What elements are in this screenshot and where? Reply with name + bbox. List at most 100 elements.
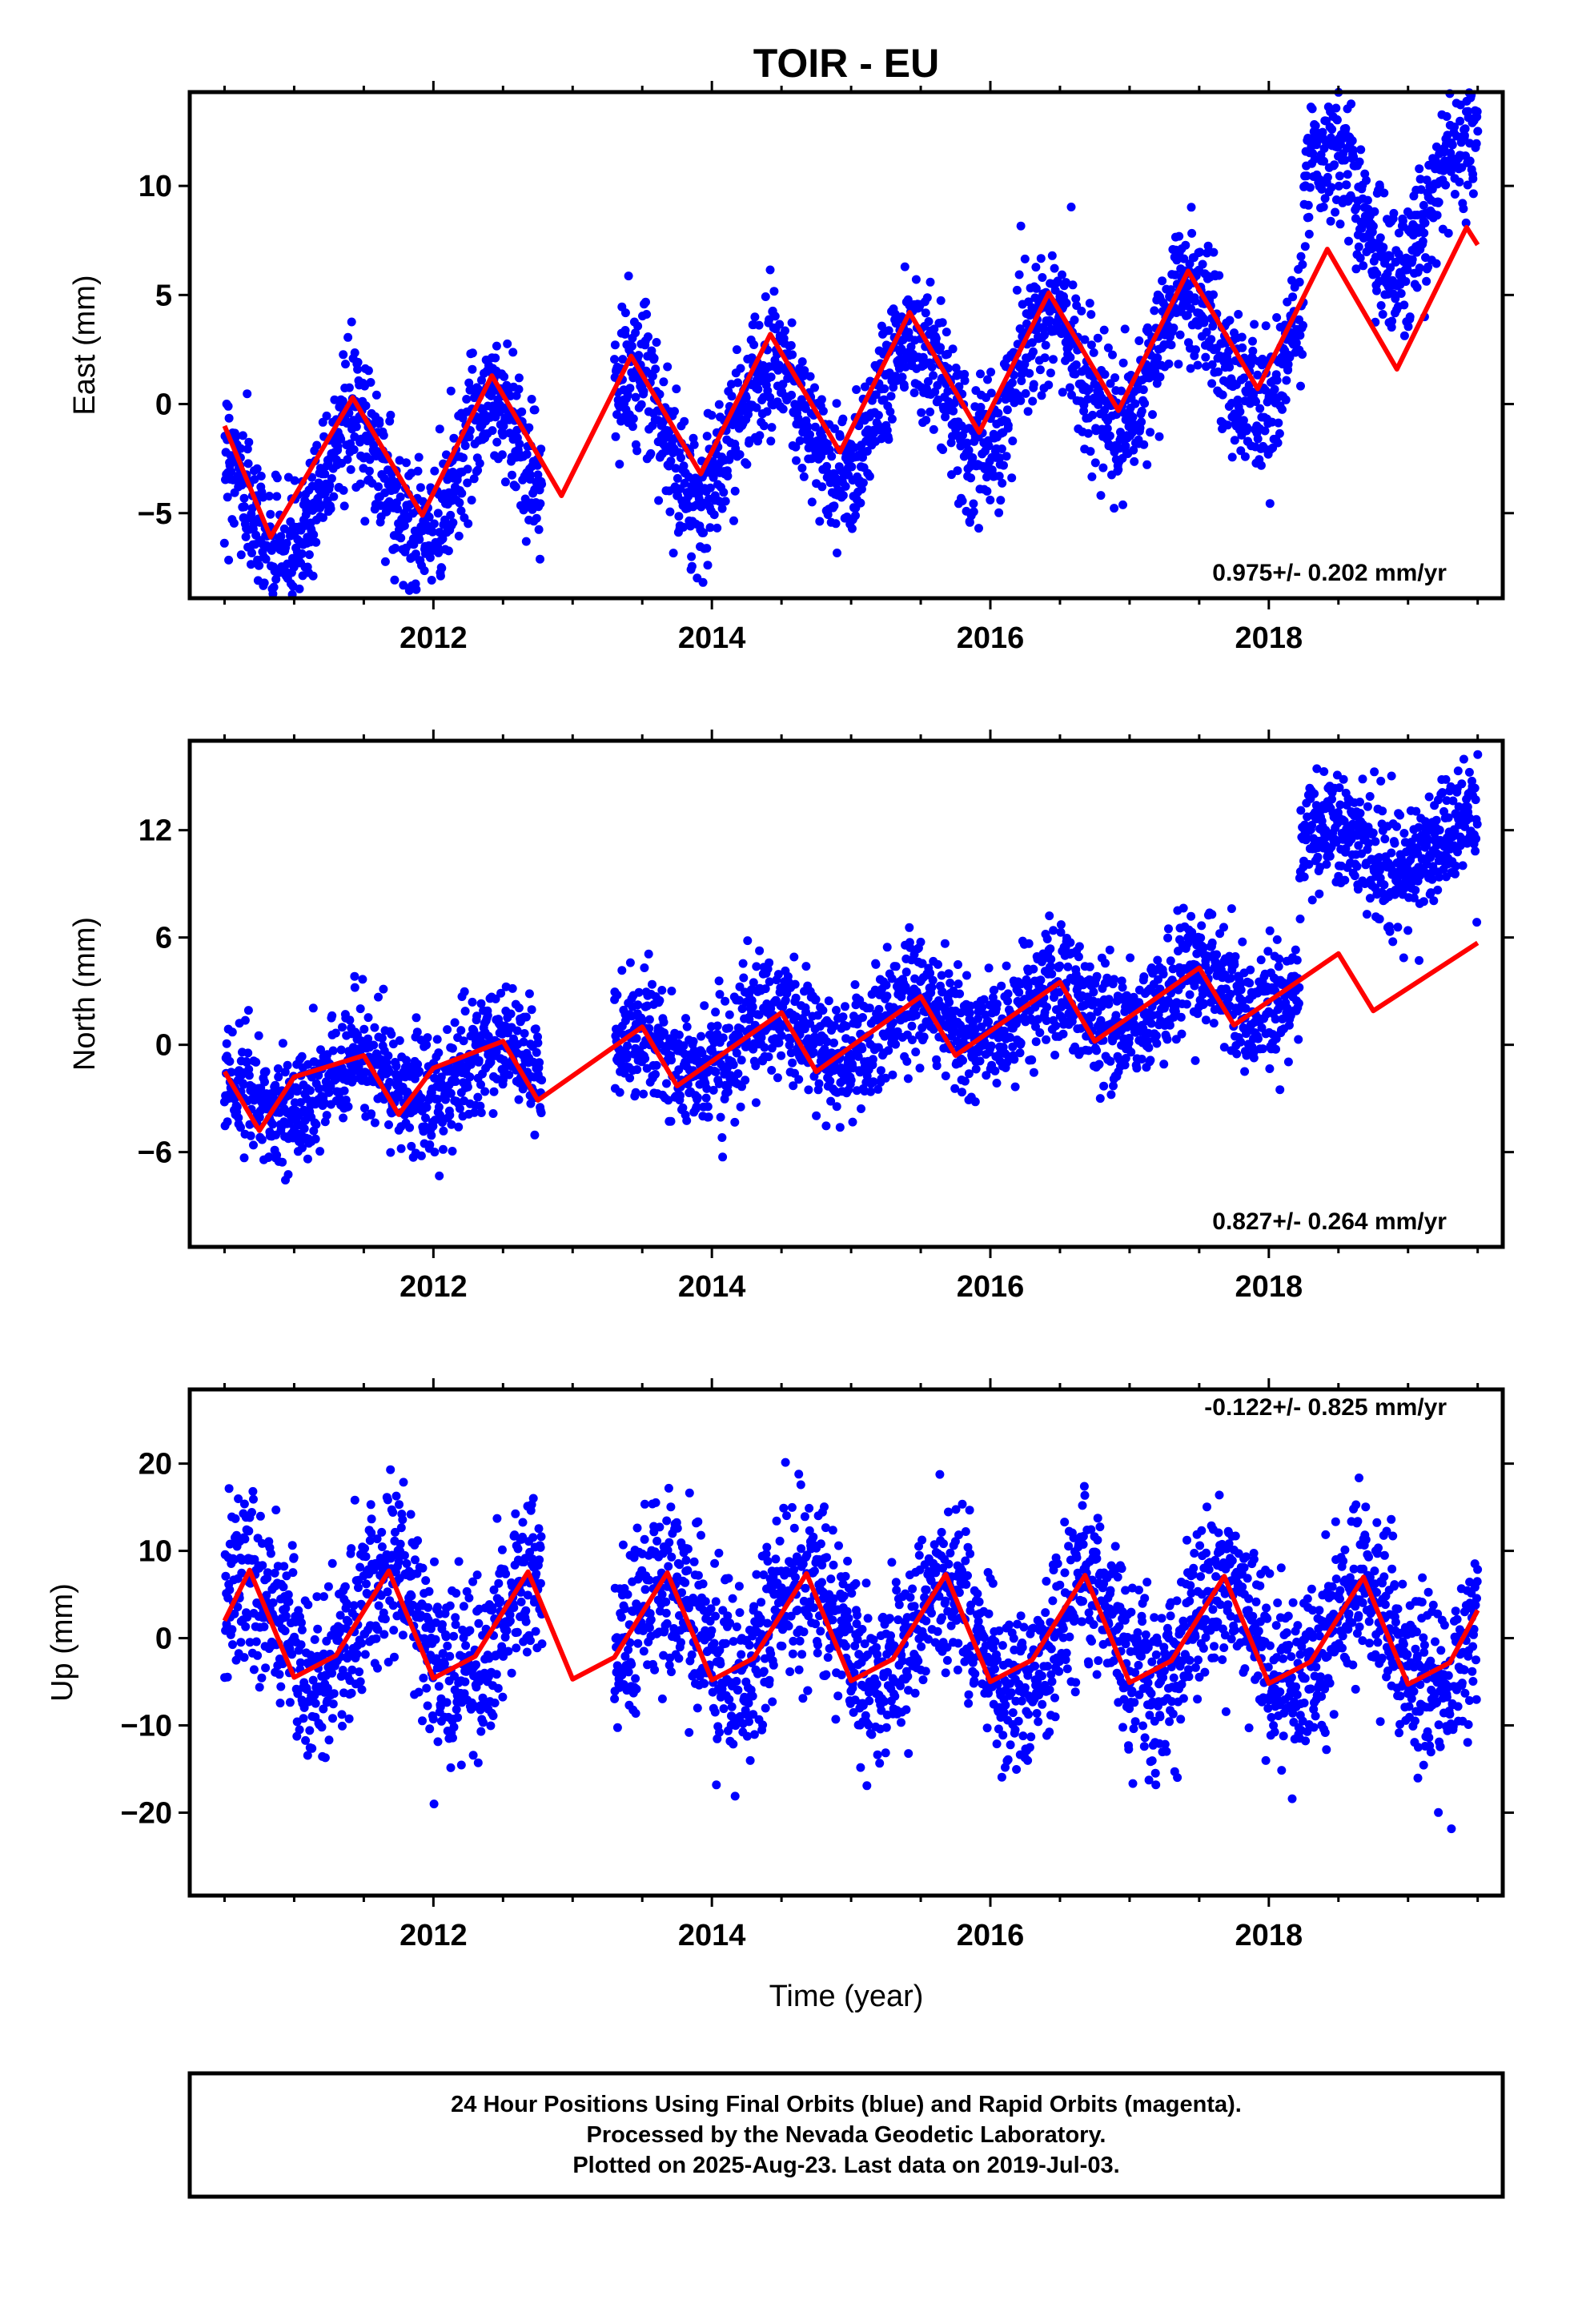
east-point [269,582,279,592]
east-point [386,410,396,420]
north-point [1178,903,1188,913]
north-point [1042,1003,1051,1012]
east-point [412,585,421,594]
east-point [1303,200,1313,210]
east-point [1193,360,1203,370]
east-point [610,340,620,350]
east-point [1265,499,1275,509]
north-point [730,1117,740,1127]
east-point [491,353,500,363]
east-point [1218,390,1227,400]
north-point [243,1048,253,1058]
north-point [278,1039,287,1048]
east-point [1423,262,1433,271]
east-point [308,571,318,581]
east-point [1049,355,1058,364]
north-point [236,1123,245,1132]
north-point [901,967,911,977]
east-point [1195,247,1205,257]
east-point [631,392,640,402]
east-point [322,411,331,420]
east-point [1089,348,1098,357]
east-point [427,576,436,585]
east-point [871,390,881,400]
north-point [416,1151,426,1160]
east-point [1378,310,1387,319]
north-point [891,962,901,971]
east-point [517,407,527,416]
north-point [790,979,800,989]
east-point [968,453,978,462]
east-point [261,554,271,564]
north-point [1104,995,1114,1004]
east-point [960,376,970,385]
east-point [434,548,444,557]
north-point [640,963,649,972]
east-point [363,366,373,376]
east-point [1225,363,1235,372]
north-point [456,1026,466,1035]
east-point [707,411,717,420]
east-point [659,416,668,426]
east-point [1128,412,1138,422]
east-point [1298,350,1307,359]
east-point [923,376,933,386]
east-point [244,437,254,447]
east-point [1355,253,1365,263]
east-point [994,508,1004,517]
north-point [1182,999,1191,1009]
north-point [1144,1043,1154,1052]
east-point [355,479,365,489]
east-point [906,342,916,352]
north-point [824,996,833,1006]
east-point [435,528,444,537]
east-point [1419,228,1429,238]
north-point [945,998,954,1007]
north-point [748,1002,757,1011]
east-point [420,566,429,576]
east-point [921,416,931,425]
east-point [1459,204,1468,214]
east-point [1456,116,1465,126]
east-point [610,355,619,364]
east-point [1281,395,1291,404]
north-point [234,1113,243,1123]
east-point [1071,294,1081,304]
east-point [930,324,939,334]
north-point [1106,1056,1115,1066]
north-point [311,1134,320,1144]
east-point [1317,184,1327,194]
north-point [1046,955,1056,964]
east-point [1181,240,1191,250]
north-point [848,1117,857,1127]
north-point [473,1092,483,1102]
east-point [1102,424,1112,433]
east-point [1238,343,1247,352]
north-point [483,1011,492,1020]
east-point [536,554,544,564]
north-point [242,1058,251,1068]
east-point [353,357,363,367]
east-point [966,473,976,483]
east-point [1175,330,1185,340]
east-point [714,400,724,409]
north-point [888,1070,897,1080]
east-point [646,448,656,458]
east-point [750,312,760,322]
east-point [781,326,789,336]
east-point [346,464,355,474]
north-point [809,1047,818,1057]
east-point [1040,331,1049,340]
east-point [458,413,468,423]
north-point [946,979,955,987]
east-point [1012,285,1022,295]
north-point [303,1154,312,1164]
east-point [974,524,983,533]
east-point [1058,270,1066,279]
east-point [1118,500,1127,509]
east-point [612,410,621,420]
north-point [915,1063,925,1073]
north-point [1159,1059,1169,1069]
east-point [264,492,274,501]
east-point [1084,384,1094,394]
